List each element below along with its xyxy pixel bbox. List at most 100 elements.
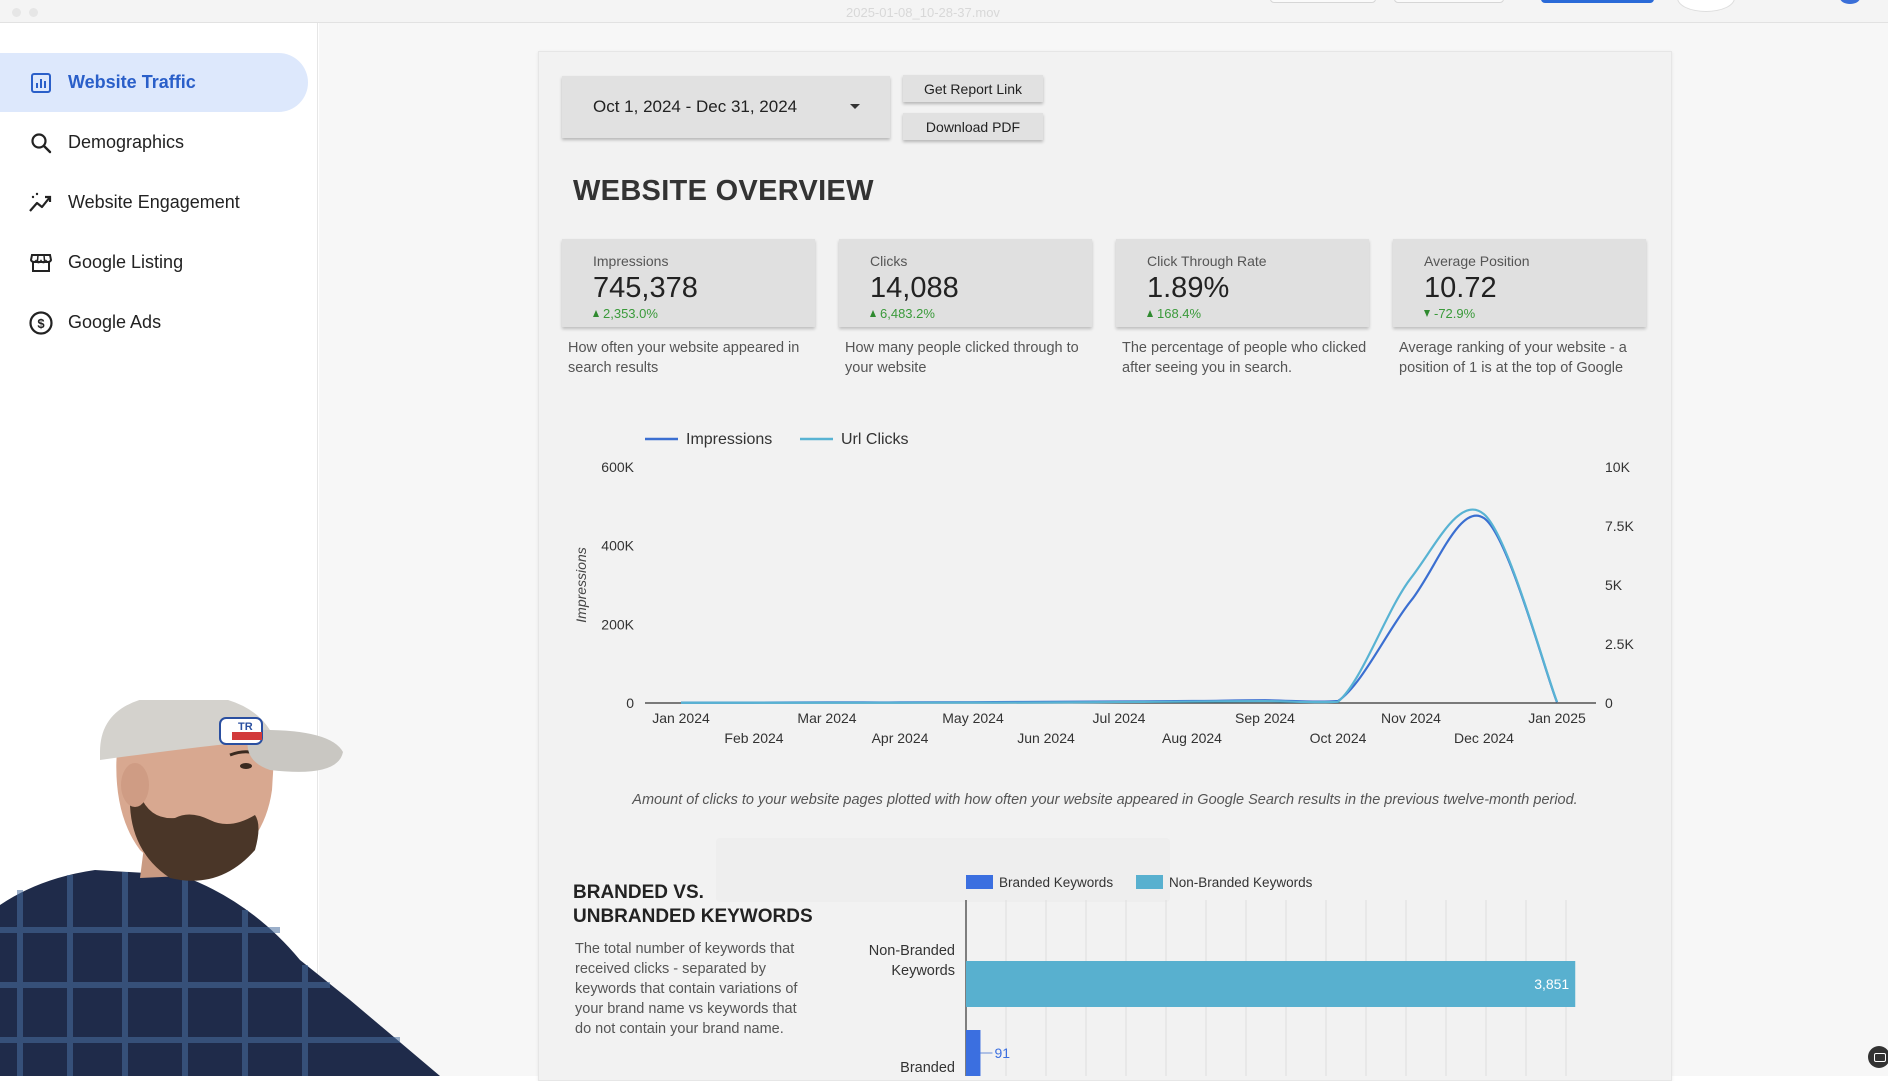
sidebar-item-label: Demographics: [68, 132, 185, 152]
date-range-value: Oct 1, 2024 - Dec 31, 2024: [593, 97, 798, 116]
bar-non-branded[interactable]: [966, 961, 1576, 1007]
kpi-label: Click Through Rate: [1147, 253, 1267, 269]
y-axis-label: Impressions: [573, 547, 589, 622]
kpi-value: 1.89%: [1147, 272, 1230, 304]
sidebar-item-website-traffic[interactable]: Website Traffic: [0, 53, 308, 112]
legend-swatch: [966, 875, 993, 889]
y-tick-label: 400K: [601, 538, 634, 554]
y2-tick-label: 10K: [1605, 459, 1631, 475]
kpi-description: The percentage of people who clicked aft…: [1122, 340, 1367, 376]
kpi-card-impressions: Impressions 745,378 2,353.0%: [562, 239, 815, 327]
window-controls[interactable]: [12, 8, 38, 17]
arrow-up-icon: [870, 310, 876, 317]
sidebar-item-website-engagement[interactable]: Website Engagement: [0, 173, 308, 232]
kpi-value: 14,088: [870, 272, 959, 304]
storefront-icon: [28, 250, 54, 276]
chat-icon[interactable]: [1868, 1046, 1888, 1068]
report-canvas: [538, 51, 1672, 1081]
kpi-value: 10.72: [1424, 272, 1497, 304]
kpi-delta: 168.4%: [1157, 306, 1202, 321]
x-tick-label: Mar 2024: [797, 710, 856, 726]
bar-value-label: 91: [994, 1045, 1010, 1061]
minimize-dot-icon[interactable]: [29, 8, 38, 17]
kpi-delta: 2,353.0%: [603, 306, 658, 321]
y2-tick-label: 2.5K: [1605, 636, 1634, 652]
x-tick-label: Apr 2024: [872, 730, 929, 746]
bar-value-label: 3,851: [1534, 976, 1569, 992]
toolbar-button-middle[interactable]: [1394, 0, 1504, 3]
kpi-label: Impressions: [593, 253, 669, 269]
trending-up-icon: [28, 190, 54, 216]
search-icon: [28, 130, 54, 156]
y-tick-label: 0: [626, 695, 634, 711]
arrow-down-icon: [1424, 310, 1430, 317]
dollar-circle-icon: $: [28, 310, 54, 336]
x-tick-label: Jul 2024: [1093, 710, 1146, 726]
arrow-up-icon: [593, 310, 599, 317]
window-title: 2025-01-08_10-28-37.mov: [846, 5, 1000, 20]
kpi-description: Average ranking of your website - a posi…: [1399, 340, 1627, 376]
chart-caption: Amount of clicks to your website pages p…: [632, 792, 1578, 808]
kpi-value: 745,378: [593, 272, 698, 304]
sidebar-item-demographics[interactable]: Demographics: [0, 113, 308, 172]
x-tick-label: Jan 2024: [652, 710, 710, 726]
close-dot-icon[interactable]: [12, 8, 21, 17]
kpi-label: Clicks: [870, 253, 908, 269]
kpi-label: Average Position: [1424, 253, 1530, 269]
kpi-card-average-position: Average Position 10.72 -72.9%: [1393, 239, 1646, 327]
sidebar-item-label: Google Ads: [68, 312, 162, 332]
x-tick-label: Dec 2024: [1454, 730, 1514, 746]
branded-section-title: BRANDED VS. UNBRANDED KEYWORDS: [573, 881, 813, 929]
chevron-down-icon[interactable]: [850, 104, 860, 109]
get-report-link-button[interactable]: Get Report Link: [903, 75, 1043, 102]
legend-item[interactable]: Branded Keywords: [966, 875, 1113, 890]
toolbar-button-primary[interactable]: [1541, 0, 1654, 3]
kpi-delta: 6,483.2%: [880, 306, 935, 321]
x-tick-label: Nov 2024: [1381, 710, 1441, 726]
sidebar-item-google-ads[interactable]: $ Google Ads: [0, 293, 308, 352]
y2-tick-label: 0: [1605, 695, 1613, 711]
series-line[interactable]: [680, 514, 1559, 704]
y2-tick-label: 5K: [1605, 577, 1623, 593]
legend-label: Url Clicks: [841, 431, 909, 448]
category-label: Non-Branded: [869, 943, 955, 959]
kpi-card-clicks: Clicks 14,088 6,483.2%: [839, 239, 1092, 327]
traffic-line-chart: Impressions Url Clicks 0 200K 400K 600K 0 2.5K 5…: [573, 431, 1634, 746]
branded-bar-chart: Branded Keywords Non-Branded Keywords Non-…: [869, 875, 1576, 1076]
toolbar-button-left[interactable]: [1270, 0, 1376, 3]
x-tick-label: Aug 2024: [1162, 730, 1222, 746]
profile-circle[interactable]: [1677, 0, 1735, 12]
kpi-description: How often your website appeared in searc…: [568, 340, 800, 376]
sidebar-item-label: Google Listing: [68, 252, 184, 272]
category-label: Keywords: [891, 963, 955, 979]
sidebar-item-label: Website Traffic: [68, 72, 196, 92]
bar-chart-icon: [28, 70, 54, 96]
x-tick-label: Jan 2025: [1528, 710, 1586, 726]
legend-label: Non-Branded Keywords: [1169, 875, 1313, 890]
kpi-description: How many people clicked through to your …: [845, 340, 1079, 376]
y2-tick-label: 7.5K: [1605, 518, 1634, 534]
sidebar-item-google-listing[interactable]: Google Listing: [0, 233, 308, 292]
download-pdf-button[interactable]: Download PDF: [903, 113, 1043, 140]
kpi-delta: -72.9%: [1434, 306, 1476, 321]
series-line[interactable]: [680, 508, 1559, 704]
bar-branded[interactable]: [966, 1030, 981, 1076]
category-label: Branded: [900, 1060, 955, 1076]
y-tick-label: 200K: [601, 616, 634, 632]
date-range-picker[interactable]: Oct 1, 2024 - Dec 31, 2024: [562, 76, 890, 138]
baseball-cap: [100, 700, 275, 760]
plaid-shirt: [0, 870, 440, 1076]
x-tick-label: Oct 2024: [1310, 730, 1367, 746]
svg-text:TR: TR: [238, 721, 253, 733]
x-tick-label: Jun 2024: [1017, 730, 1075, 746]
user-avatar[interactable]: [1840, 0, 1860, 4]
legend-item[interactable]: Impressions: [645, 431, 772, 448]
legend-item[interactable]: Url Clicks: [800, 431, 909, 448]
x-tick-label: May 2024: [942, 710, 1004, 726]
x-tick-label: Sep 2024: [1235, 710, 1295, 726]
y-tick-label: 600K: [601, 459, 634, 475]
kpi-card-ctr: Click Through Rate 1.89% 168.4%: [1116, 239, 1369, 327]
page-title: WEBSITE OVERVIEW: [573, 175, 874, 207]
legend-item[interactable]: Non-Branded Keywords: [1136, 875, 1313, 890]
webcam-overlay: TR: [0, 700, 440, 1076]
